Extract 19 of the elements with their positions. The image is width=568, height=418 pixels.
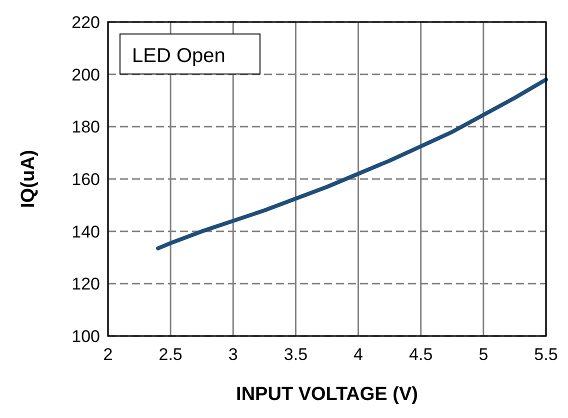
y-tick-label: 200 (72, 65, 100, 84)
annotation: LED Open (132, 45, 226, 67)
y-axis-title: IQ(uA) (18, 150, 39, 208)
x-tick-label: 3 (228, 345, 238, 364)
x-tick-label: 4 (354, 345, 364, 364)
x-tick-label: 2 (103, 345, 113, 364)
y-tick-label: 120 (72, 274, 100, 294)
y-tick-label: 100 (72, 327, 100, 346)
line-series (156, 78, 548, 250)
x-tick-label: 5 (478, 345, 488, 364)
y-tick-label: 140 (72, 222, 100, 242)
y-tick-label: 180 (72, 118, 100, 137)
x-tick-label: 2.5 (158, 345, 182, 364)
x-tick-label: 4.5 (409, 345, 433, 364)
x-tick-label: 5.5 (534, 345, 558, 364)
y-tick-label: 220 (72, 13, 100, 32)
x-axis-title: INPUT VOLTAGE (V) (236, 384, 418, 405)
y-tick-label: 160 (72, 170, 100, 189)
x-tick-label: 3.5 (284, 345, 308, 364)
